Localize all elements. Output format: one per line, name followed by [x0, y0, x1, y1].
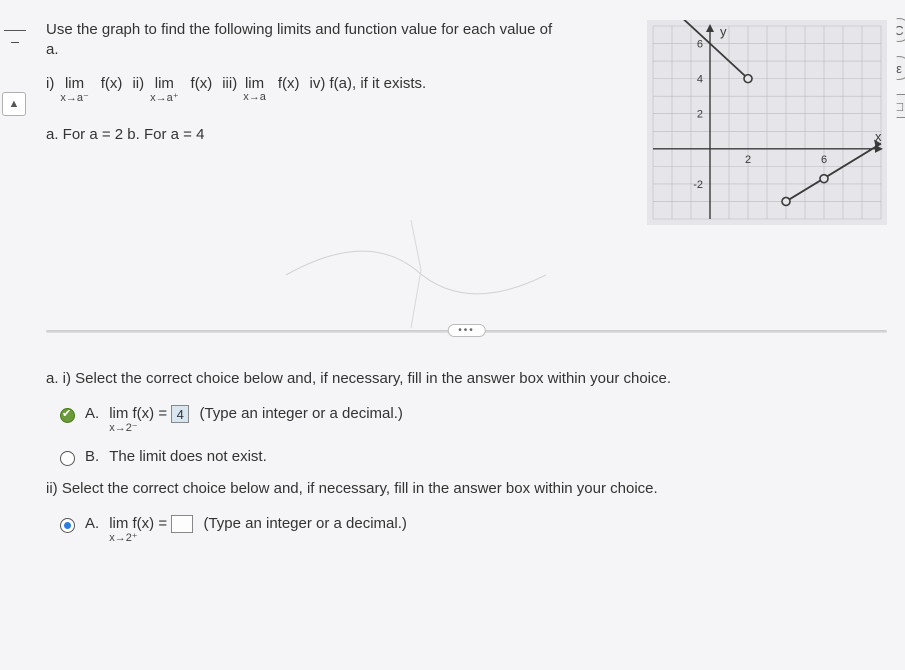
part-iv: iv) f(a), if it exists. [310, 75, 427, 92]
part-i: i) [46, 75, 54, 92]
svg-text:2: 2 [745, 154, 751, 166]
q1a-hint: (Type an integer or a decimal.) [199, 405, 402, 422]
part-ii: ii) [132, 75, 144, 92]
fx-2: f(x) [191, 75, 213, 92]
q2a-expr: lim f(x) = [109, 515, 167, 532]
q1-choice-a[interactable]: A. lim f(x) = 4 (Type an integer or a de… [60, 405, 887, 434]
circle-icon-2[interactable]: ε [887, 56, 905, 80]
function-graph: 246-226yx [647, 20, 887, 225]
q2a-hint: (Type an integer or a decimal.) [203, 515, 406, 532]
part-iii: iii) [222, 75, 237, 92]
lim-sub1: x→a⁻ [60, 91, 88, 104]
radio-checked-icon[interactable] [60, 408, 75, 423]
answer-input-empty[interactable] [171, 515, 193, 533]
svg-text:6: 6 [821, 154, 827, 166]
svg-text:-2: -2 [693, 179, 703, 191]
radio-selected-icon[interactable] [60, 518, 75, 533]
fx-1: f(x) [101, 75, 123, 92]
q1a-expr: lim f(x) = [109, 405, 167, 422]
q1-choice-b[interactable]: B. The limit does not exist. [60, 448, 887, 466]
lim-sub2: x→a⁺ [150, 91, 178, 104]
fx-3: f(x) [278, 75, 300, 92]
fraction-bottom: – [4, 33, 26, 49]
radio-empty-icon[interactable] [60, 451, 75, 466]
svg-text:2: 2 [697, 109, 703, 121]
q2-choice-a[interactable]: A. lim f(x) = (Type an integer or a deci… [60, 515, 887, 544]
q2a-sub: x→2⁺ [109, 531, 137, 544]
svg-text:y: y [720, 24, 727, 39]
lim-sub3: x→a [243, 91, 266, 103]
choice-label-a: A. [85, 405, 99, 422]
right-toolbar: C ε □ [885, 18, 905, 118]
q1a-sub: x→2⁻ [109, 421, 137, 434]
answer-input-filled[interactable]: 4 [171, 405, 189, 423]
q1b-text: The limit does not exist. [109, 448, 267, 465]
scroll-up-button[interactable]: ▲ [2, 92, 26, 116]
q1-prompt: a. i) Select the correct choice below an… [46, 370, 887, 387]
choice-label-a2: A. [85, 515, 99, 532]
fraction-fragment: – [4, 28, 26, 49]
page-curl-artifact [286, 220, 546, 330]
square-icon[interactable]: □ [887, 94, 905, 118]
svg-text:6: 6 [697, 39, 703, 51]
ellipsis-handle[interactable]: ••• [447, 324, 486, 337]
q2-prompt: ii) Select the correct choice below and,… [46, 480, 887, 497]
instruction-text: Use the graph to find the following limi… [46, 20, 566, 61]
choice-label-b: B. [85, 448, 99, 465]
svg-text:4: 4 [697, 74, 703, 86]
circle-icon-1[interactable]: C [887, 18, 905, 42]
